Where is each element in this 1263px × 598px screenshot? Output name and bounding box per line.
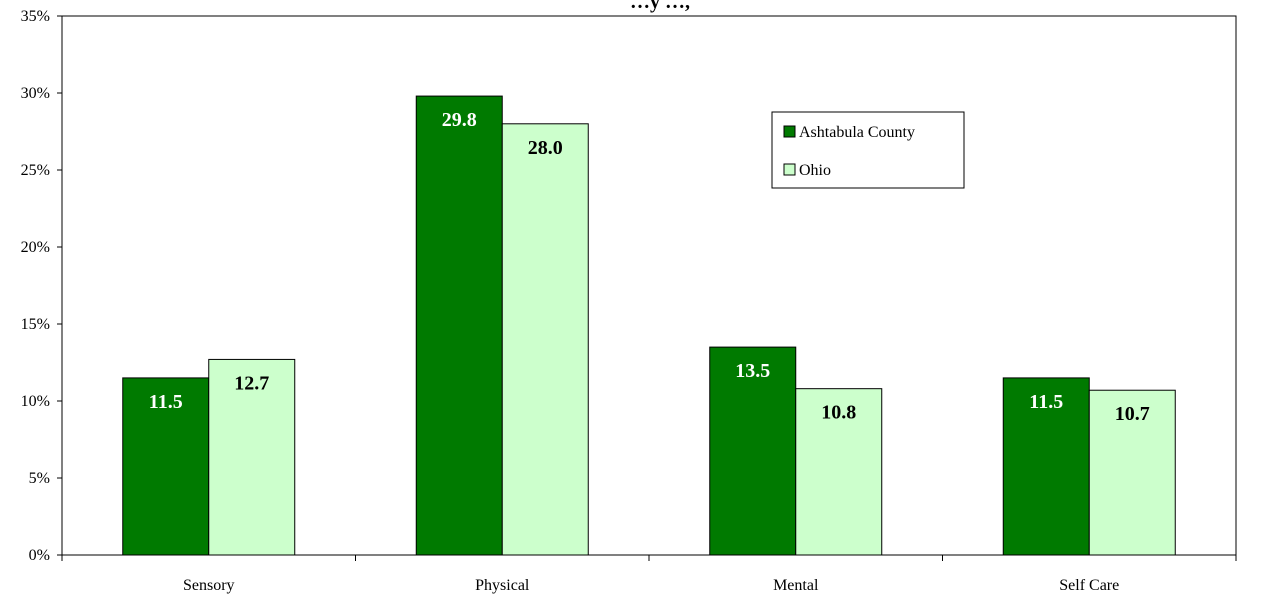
chart-title: …y …, (630, 0, 690, 13)
x-tick-label: Self Care (1059, 577, 1119, 594)
data-label: 28.0 (528, 137, 563, 159)
bar (795, 388, 883, 556)
bar (501, 123, 589, 556)
bars (122, 95, 1176, 556)
x-tick-label: Mental (773, 577, 819, 594)
data-label: 11.5 (149, 391, 183, 413)
data-label: 10.8 (821, 402, 856, 424)
y-tick-label: 5% (29, 470, 50, 487)
bar (1088, 389, 1176, 556)
y-tick-label: 10% (21, 393, 50, 410)
y-tick-label: 35% (21, 8, 50, 25)
y-tick-label: 30% (21, 85, 50, 102)
data-labels: 11.5 29.8 13.5 11.5 12.7 28.0 10.8 10.7 (149, 109, 1150, 425)
data-label: 10.7 (1115, 403, 1150, 425)
data-label: 12.7 (234, 372, 269, 394)
x-tick-label: Physical (475, 577, 530, 594)
legend-swatch (783, 125, 796, 138)
legend-label: Ohio (799, 162, 831, 179)
y-tick-label: 20% (21, 239, 50, 256)
axes: 0% 5% 10% 15% 20% 25% 30% 35% Sensory Physical Men… (21, 8, 1237, 594)
y-tick-label: 15% (21, 316, 50, 333)
data-label: 11.5 (1029, 391, 1063, 413)
y-tick-label: 25% (21, 162, 50, 179)
legend-box (771, 111, 965, 189)
chart-title-group: …y …, (630, 0, 690, 13)
bar (415, 95, 503, 556)
legend-label: Ashtabula County (799, 124, 915, 141)
bar (208, 358, 296, 556)
legend-swatch (783, 163, 796, 176)
x-tick-label: Sensory (183, 577, 235, 594)
legend: Ashtabula County Ohio (771, 111, 965, 189)
data-label: 13.5 (735, 360, 770, 382)
data-label: 29.8 (442, 109, 477, 131)
y-tick-label: 0% (29, 547, 50, 564)
bar (709, 346, 797, 556)
bar (1002, 377, 1090, 556)
